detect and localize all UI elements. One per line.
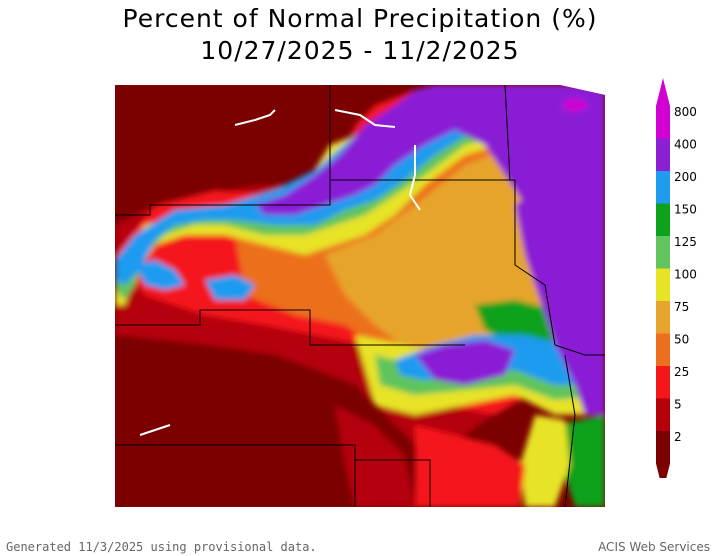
legend-color-bars — [656, 78, 670, 478]
legend-label: 800 — [674, 105, 697, 119]
legend-swatch — [656, 301, 670, 334]
source-credit: ACIS Web Services — [598, 540, 710, 554]
legend-swatch — [656, 138, 670, 171]
legend-swatch — [656, 268, 670, 301]
legend-swatch — [656, 431, 670, 464]
legend-swatch — [656, 203, 670, 236]
legend-swatch — [656, 106, 670, 139]
legend-label: 50 — [674, 333, 689, 347]
legend-swatch — [656, 398, 670, 431]
legend-swatch — [656, 366, 670, 399]
legend-label: 125 — [674, 235, 697, 249]
color-legend: 800 400 200 150 125 100 75 50 25 5 2 — [656, 78, 697, 478]
legend-label: 2 — [674, 430, 682, 444]
legend-swatch — [656, 333, 670, 366]
legend-swatch — [656, 236, 670, 269]
legend-label: 400 — [674, 138, 697, 152]
legend-label: 200 — [674, 170, 697, 184]
legend-label: 150 — [674, 203, 697, 217]
legend-labels: 800 400 200 150 125 100 75 50 25 5 2 — [674, 105, 697, 444]
precipitation-fields — [115, 85, 605, 507]
legend-label: 100 — [674, 268, 697, 282]
state-boundaries — [115, 85, 605, 507]
legend-label: 5 — [674, 398, 682, 412]
legend-bottom-arrow — [656, 463, 670, 478]
legend-swatch — [656, 171, 670, 204]
legend-label: 75 — [674, 300, 689, 314]
legend-label: 25 — [674, 365, 689, 379]
map-title: Percent of Normal Precipitation (%) — [122, 4, 598, 33]
precipitation-map — [115, 85, 605, 507]
generated-note: Generated 11/3/2025 using provisional da… — [6, 540, 317, 554]
date-range-subtitle: 10/27/2025 - 11/2/2025 — [200, 36, 520, 65]
water-features — [139, 109, 421, 436]
legend-top-arrow — [656, 78, 670, 106]
